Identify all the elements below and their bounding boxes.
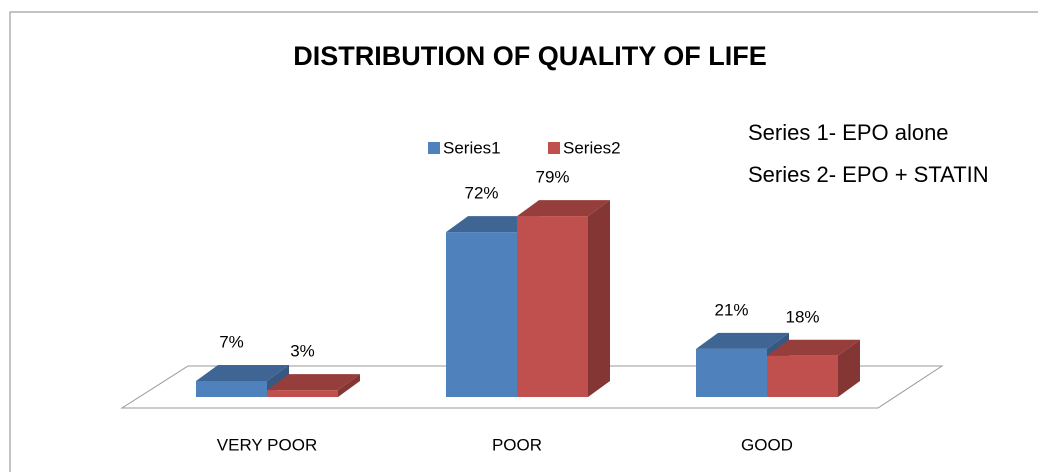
bar-front <box>517 216 588 397</box>
bar-top <box>267 374 360 391</box>
bar <box>196 364 289 397</box>
legend-label: Series1 <box>443 138 501 157</box>
data-label: 79% <box>535 168 569 187</box>
bar <box>767 339 860 397</box>
bar <box>517 200 610 397</box>
legend-swatch <box>548 142 560 154</box>
bar-front <box>196 380 267 397</box>
bar-side <box>338 374 360 397</box>
bar-top <box>767 339 860 356</box>
bar <box>267 374 360 397</box>
bar-side <box>838 339 860 397</box>
annotation: Series 2- EPO + STATIN <box>748 162 989 187</box>
bar-top <box>196 364 289 381</box>
data-label: 3% <box>290 342 315 361</box>
legend-swatch <box>428 142 440 154</box>
bar-front <box>267 390 338 397</box>
bar-front <box>696 348 767 397</box>
bar-front <box>446 232 517 397</box>
data-label: 72% <box>464 184 498 203</box>
annotation: Series 1- EPO alone <box>748 120 949 145</box>
chart-title: DISTRIBUTION OF QUALITY OF LIFE <box>293 41 767 71</box>
bar-top <box>517 200 610 217</box>
bar-front <box>767 355 838 397</box>
bar-side <box>588 200 610 397</box>
data-label: 18% <box>785 307 819 326</box>
data-label: 7% <box>219 332 244 351</box>
bar-top <box>446 216 539 233</box>
x-tick-label: GOOD <box>741 435 793 454</box>
data-label: 21% <box>714 300 748 319</box>
legend-label: Series2 <box>563 138 621 157</box>
bar-top <box>696 332 789 349</box>
x-tick-label: VERY POOR <box>217 435 317 454</box>
x-tick-label: POOR <box>492 435 542 454</box>
